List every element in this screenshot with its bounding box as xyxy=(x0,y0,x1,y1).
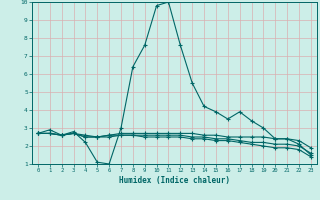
X-axis label: Humidex (Indice chaleur): Humidex (Indice chaleur) xyxy=(119,176,230,185)
